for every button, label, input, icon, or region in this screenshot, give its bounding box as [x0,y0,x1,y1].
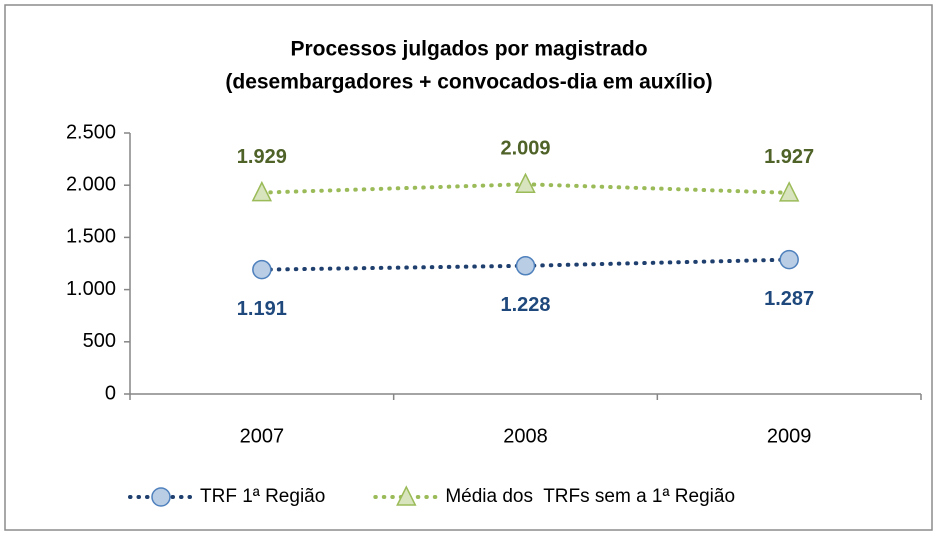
data-label: 2.009 [500,138,550,160]
chart-title-line: Processos julgados por magistrado [290,38,647,61]
x-tick-label: 2007 [240,425,285,447]
chart-border [4,4,933,531]
x-tick-label: 2009 [767,425,812,447]
data-point [251,180,273,202]
data-label: 1.228 [500,294,550,316]
data-label: 1.287 [764,288,814,310]
y-tick-label: 2.000 [66,173,116,195]
y-tick-label: 1.500 [66,226,116,248]
data-point [779,249,799,270]
data-point [252,259,272,280]
chart-title-line: (desembargadores + convocados-dia em aux… [225,71,712,94]
y-tick-label: 0 [105,382,116,404]
legend-label: TRF 1ª Região [200,486,325,507]
legend-label: Média dos TRFs sem a 1ª Região [445,486,735,507]
data-label: 1.929 [237,146,287,168]
data-label: 1.927 [764,146,814,168]
data-point [515,172,536,194]
y-tick-label: 2.500 [66,121,116,143]
legend-marker [396,485,417,506]
legend-marker [151,487,171,507]
data-label: 1.191 [237,298,287,320]
data-point [515,256,536,276]
data-point [778,181,800,202]
y-tick-label: 1.000 [66,278,116,300]
y-tick-label: 500 [83,330,116,352]
x-tick-label: 2008 [503,425,548,447]
